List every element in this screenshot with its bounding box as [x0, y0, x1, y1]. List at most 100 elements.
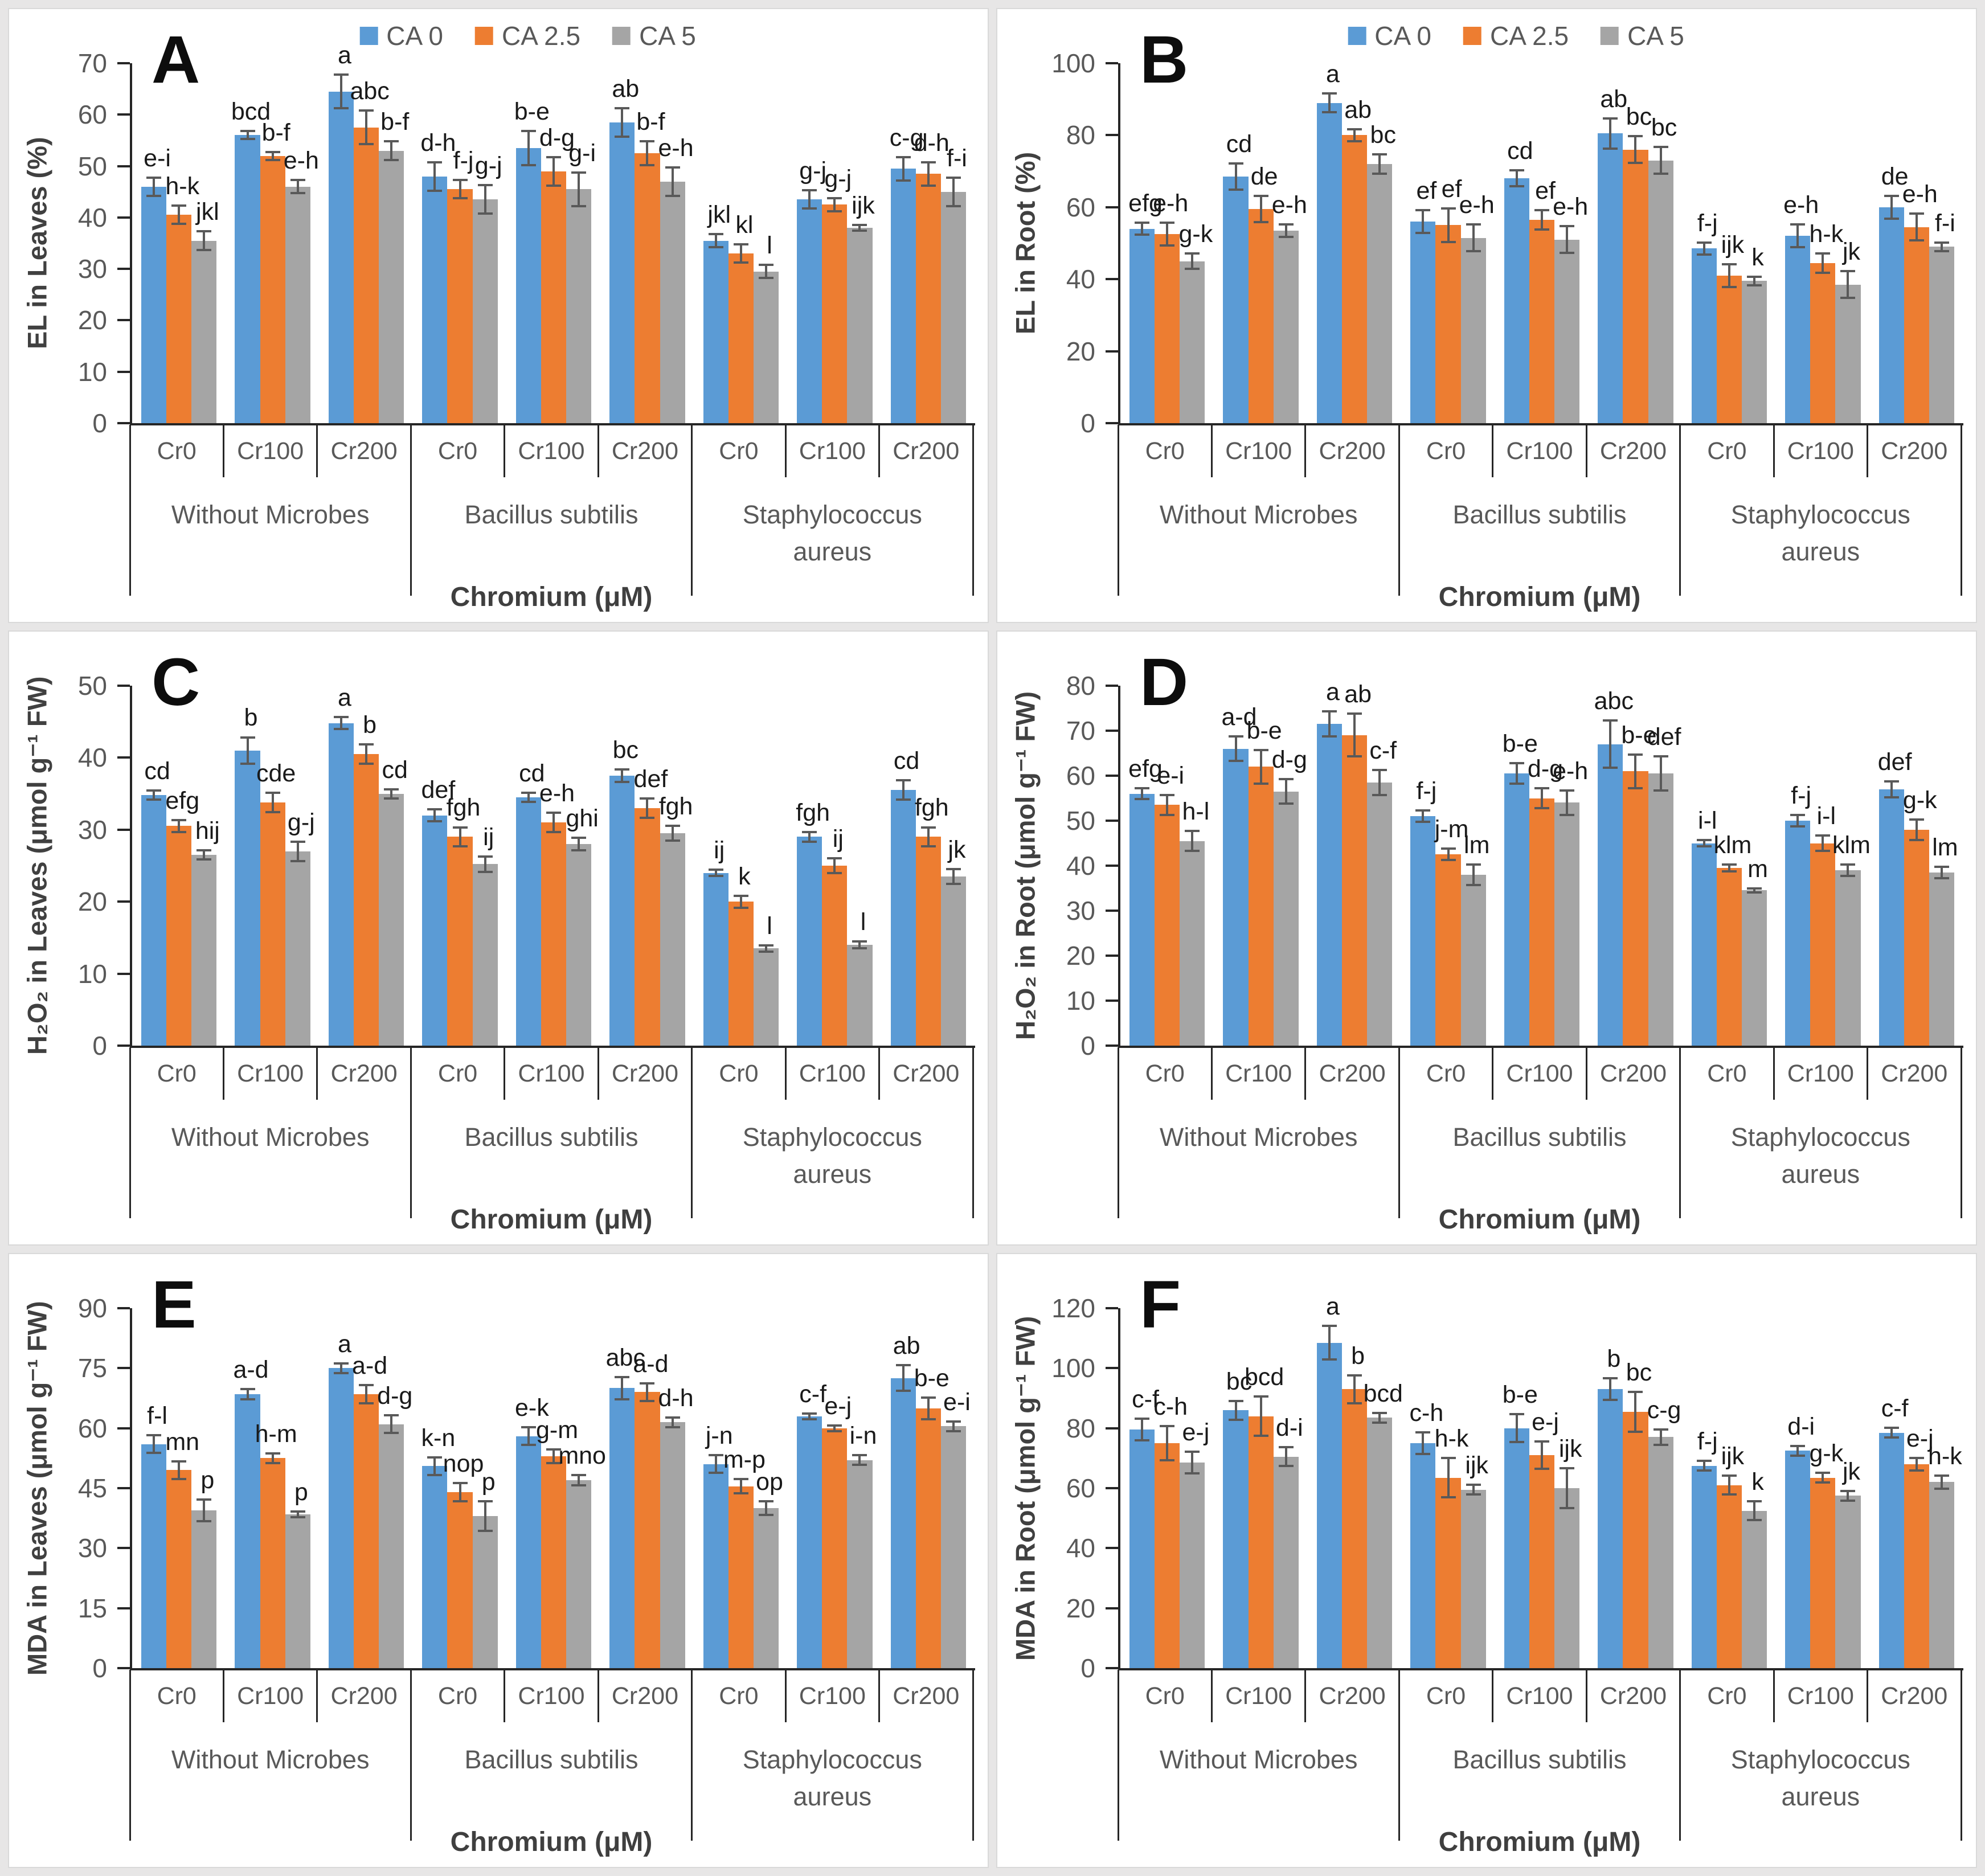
x-group-label-bacillus-subtilis: Bacillus subtilis — [464, 1745, 639, 1774]
error-bar — [1696, 1459, 1712, 1472]
bar-D-bacillus-subtilis-Cr100-ca-0 — [1504, 773, 1529, 1046]
y-tick-mark — [1106, 865, 1118, 867]
x-cr-separator — [1867, 1047, 1869, 1100]
error-bar — [1509, 762, 1524, 785]
significance-letter: b-e — [1502, 730, 1538, 758]
error-bar — [920, 161, 936, 187]
bar-A-bacillus-subtilis-Cr200-ca-5 — [660, 181, 685, 423]
significance-letter: cd — [893, 747, 920, 775]
error-bar-line — [459, 179, 461, 200]
error-bar — [1653, 1428, 1668, 1447]
x-tick-label-Cr200: Cr200 — [1319, 437, 1386, 465]
x-tick-label-Cr100: Cr100 — [1787, 1682, 1854, 1710]
error-bar-line — [296, 840, 299, 862]
x-tick-label-Cr100: Cr100 — [237, 437, 304, 465]
error-bar-line — [1940, 866, 1943, 879]
error-bar — [733, 1478, 748, 1494]
x-group-separator — [1679, 425, 1681, 596]
error-bar — [384, 1414, 399, 1435]
error-bar-line — [1847, 270, 1849, 299]
y-tick-label: 20 — [1066, 336, 1095, 366]
y-tick-label: 50 — [1066, 806, 1095, 835]
x-tick-label-Cr200: Cr200 — [1319, 1060, 1386, 1087]
bar-E-bacillus-subtilis-Cr200-ca-0 — [609, 1388, 635, 1668]
error-bar — [1603, 1377, 1618, 1402]
bar-E-staphylococcus-aureus-Cr100-ca-2.5 — [822, 1428, 848, 1668]
significance-letter: ef — [1416, 177, 1437, 204]
significance-letter: c-g — [1647, 1396, 1681, 1424]
error-bar — [1603, 117, 1618, 150]
x-tick-label-Cr0: Cr0 — [157, 437, 197, 465]
bar-B-without-microbes-Cr0-ca-0 — [1129, 228, 1155, 423]
error-bar — [1372, 1411, 1388, 1424]
significance-letter: c-g — [889, 124, 924, 151]
significance-letter: def — [1877, 748, 1912, 776]
bar-D-bacillus-subtilis-Cr200-ca-0 — [1598, 744, 1623, 1046]
legend-item-ca-2.5: CA 2.5 — [1463, 21, 1569, 51]
bar-D-staphylococcus-aureus-Cr100-ca-0 — [1785, 821, 1811, 1046]
x-group-separator — [1398, 1670, 1400, 1841]
error-bar — [571, 171, 587, 208]
error-bar-line — [1915, 212, 1918, 241]
error-bar-line — [1702, 838, 1705, 848]
significance-letter: i-l — [1698, 806, 1717, 834]
x-cr-separator — [1867, 1670, 1869, 1722]
error-bar-line — [902, 155, 904, 182]
error-bar — [452, 179, 468, 200]
error-bar-line — [671, 166, 674, 197]
error-bar-line — [1609, 719, 1612, 769]
y-tick-mark — [117, 900, 130, 903]
legend-label: CA 2.5 — [501, 21, 581, 51]
bar-F-without-microbes-Cr100-ca-2.5 — [1248, 1416, 1274, 1668]
error-bar — [1321, 1324, 1337, 1361]
error-bar — [1934, 866, 1949, 879]
x-tick-label-Cr200: Cr200 — [1319, 1682, 1386, 1710]
error-bar-line — [1353, 1374, 1356, 1404]
significance-letter: efg — [1128, 190, 1163, 218]
y-tick-mark — [1106, 1427, 1118, 1429]
bar-F-bacillus-subtilis-Cr200-ca-0 — [1598, 1389, 1623, 1668]
plot-area-A: e-i h-k jkl bcd b-f e-h a abc b-f d-h f-j g-j b-e d-g… — [130, 43, 975, 425]
error-bar-line — [714, 232, 717, 249]
y-tick-mark — [117, 685, 130, 687]
bar-A-staphylococcus-aureus-Cr200-ca-0 — [890, 169, 916, 423]
error-bar — [521, 1426, 536, 1447]
x-group-label-staphylococcus-aureus: Staphylococcus aureus — [742, 1745, 922, 1812]
bar-C-bacillus-subtilis-Cr200-ca-5 — [660, 833, 685, 1046]
y-tick-label: 40 — [77, 743, 107, 773]
error-bar — [1278, 777, 1294, 805]
x-tick-label-Cr200: Cr200 — [893, 1060, 960, 1087]
error-bar-line — [1753, 1500, 1756, 1521]
x-cr-separator — [1210, 425, 1213, 477]
significance-letter: hij — [195, 817, 220, 845]
x-tick-label-Cr200: Cr200 — [1599, 437, 1667, 465]
error-bar — [615, 768, 630, 783]
error-bar-line — [1847, 863, 1849, 877]
bar-A-staphylococcus-aureus-Cr0-ca-2.5 — [728, 253, 754, 423]
x-tick-label-Cr100: Cr100 — [799, 1060, 866, 1087]
x-cr-separator — [316, 1047, 318, 1100]
significance-letter: efg — [165, 787, 200, 814]
bar-E-bacillus-subtilis-Cr200-ca-5 — [660, 1422, 685, 1668]
error-bar-line — [1634, 135, 1637, 164]
bar-B-without-microbes-Cr0-ca-5 — [1180, 261, 1205, 423]
error-bar-line — [1472, 863, 1475, 886]
x-axis-title: Chromium (μM) — [1438, 582, 1641, 612]
error-bar — [852, 940, 867, 949]
error-bar — [1509, 169, 1524, 188]
bar-A-without-microbes-Cr100-ca-5 — [285, 186, 310, 423]
error-bar-line — [1166, 1425, 1169, 1461]
error-bar-line — [1378, 769, 1381, 796]
error-bar — [1135, 787, 1150, 801]
legend-item-ca-2.5: CA 2.5 — [474, 21, 581, 51]
error-bar-line — [952, 1420, 955, 1432]
significance-letter: d-g — [377, 1382, 413, 1410]
significance-letter: bcd — [1244, 1363, 1284, 1391]
x-group-label-bacillus-subtilis: Bacillus subtilis — [1452, 1745, 1627, 1774]
panel-letter-B: B — [1140, 22, 1189, 97]
bar-A-without-microbes-Cr100-ca-0 — [235, 135, 260, 423]
error-bar — [640, 1382, 655, 1403]
error-bar — [1815, 834, 1831, 853]
legend-label: CA 5 — [1627, 21, 1684, 51]
error-bar — [1534, 1440, 1549, 1471]
